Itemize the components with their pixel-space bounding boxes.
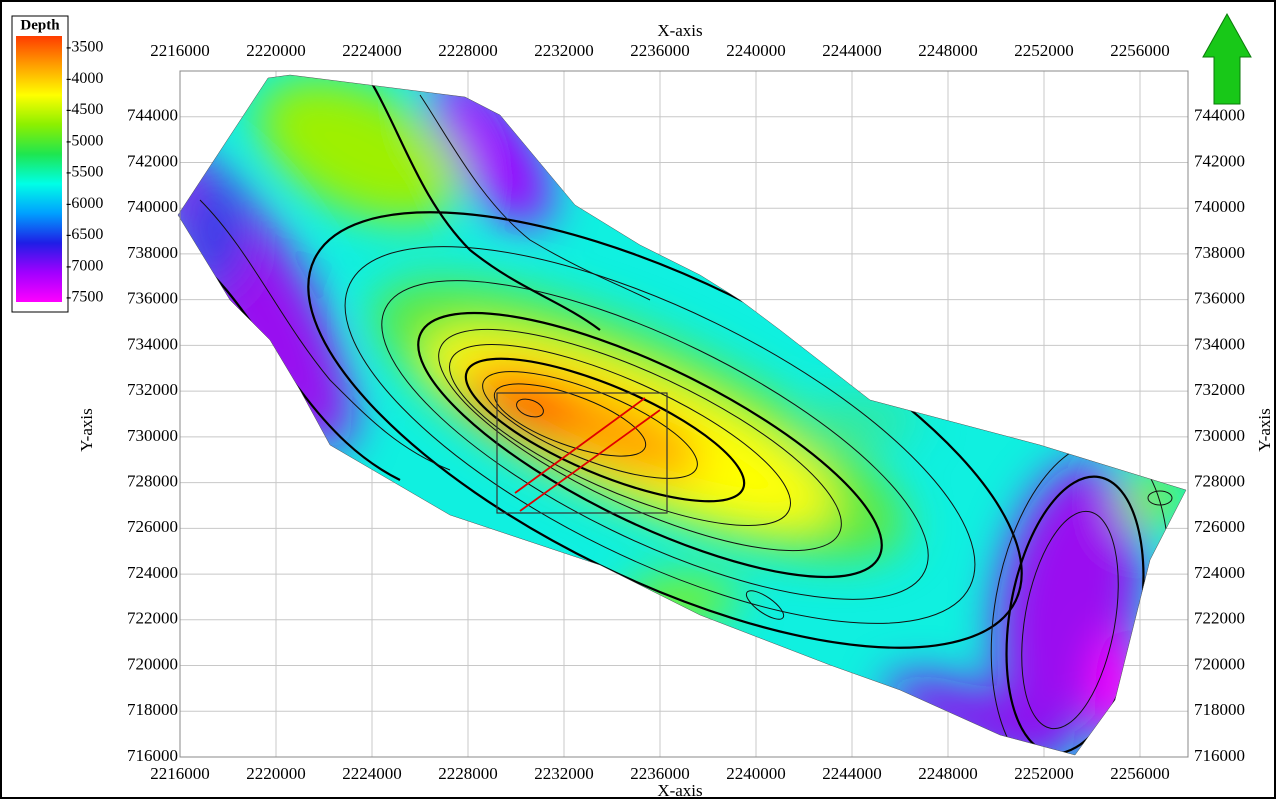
y-tick-label: 738000 bbox=[1194, 243, 1245, 262]
color-scale bbox=[16, 36, 62, 302]
y-tick-label: 716000 bbox=[1194, 746, 1245, 765]
legend-tick-label: -4500 bbox=[66, 101, 103, 118]
x-tick-label: 2232000 bbox=[534, 764, 594, 783]
y-tick-label: 732000 bbox=[1194, 380, 1245, 399]
y-tick-label: 740000 bbox=[1194, 197, 1245, 216]
y-tick-label: 744000 bbox=[127, 106, 178, 125]
legend-tick-label: -7000 bbox=[66, 257, 103, 274]
x-tick-label: 2228000 bbox=[438, 764, 498, 783]
legend-tick-label: -5000 bbox=[66, 132, 103, 149]
x-tick-label: 2236000 bbox=[630, 764, 690, 783]
legend-tick-label: -6500 bbox=[66, 226, 103, 243]
y-tick-label: 720000 bbox=[1194, 654, 1245, 673]
x-tick-label: 2244000 bbox=[822, 764, 882, 783]
y-axis-title: Y-axis bbox=[77, 408, 96, 451]
y-tick-label: 734000 bbox=[1194, 334, 1245, 353]
y-tick-label: 728000 bbox=[127, 472, 178, 491]
legend-title: Depth bbox=[20, 17, 60, 33]
x-tick-label: 2220000 bbox=[246, 764, 306, 783]
x-tick-label: 2220000 bbox=[246, 41, 306, 60]
y-tick-label: 726000 bbox=[1194, 517, 1245, 536]
y-axis-title: Y-axis bbox=[1255, 408, 1274, 451]
legend-tick-label: -6000 bbox=[66, 195, 103, 212]
x-tick-label: 2256000 bbox=[1110, 41, 1170, 60]
y-tick-label: 732000 bbox=[127, 380, 178, 399]
x-tick-label: 2248000 bbox=[918, 41, 978, 60]
x-tick-label: 2256000 bbox=[1110, 764, 1170, 783]
y-tick-label: 736000 bbox=[1194, 289, 1245, 308]
legend-tick-label: -3500 bbox=[66, 39, 103, 56]
y-tick-label: 734000 bbox=[127, 334, 178, 353]
x-tick-label: 2236000 bbox=[630, 41, 690, 60]
x-axis-title: X-axis bbox=[657, 781, 702, 799]
x-tick-label: 2232000 bbox=[534, 41, 594, 60]
y-tick-label: 718000 bbox=[1194, 700, 1245, 719]
y-tick-label: 744000 bbox=[1194, 106, 1245, 125]
y-tick-label: 742000 bbox=[1194, 151, 1245, 170]
x-tick-label: 2244000 bbox=[822, 41, 882, 60]
y-tick-label: 730000 bbox=[1194, 426, 1245, 445]
x-tick-label: 2252000 bbox=[1014, 41, 1074, 60]
y-tick-label: 724000 bbox=[127, 563, 178, 582]
x-tick-label: 2224000 bbox=[342, 764, 402, 783]
y-tick-label: 730000 bbox=[127, 426, 178, 445]
x-tick-label: 2248000 bbox=[918, 764, 978, 783]
x-tick-label: 2224000 bbox=[342, 41, 402, 60]
y-tick-label: 722000 bbox=[1194, 609, 1245, 628]
x-tick-label: 2216000 bbox=[150, 764, 210, 783]
y-tick-label: 718000 bbox=[127, 700, 178, 719]
y-tick-label: 726000 bbox=[127, 517, 178, 536]
map-figure: X-axis X-axis Y-axis Y-axis Depth -3500 -… bbox=[0, 0, 1276, 799]
legend-tick-label: -5500 bbox=[66, 164, 103, 181]
y-tick-label: 728000 bbox=[1194, 472, 1245, 491]
x-tick-label: 2240000 bbox=[726, 764, 786, 783]
x-tick-label: 2228000 bbox=[438, 41, 498, 60]
y-tick-label: 720000 bbox=[127, 654, 178, 673]
y-tick-label: 738000 bbox=[127, 243, 178, 262]
y-tick-label: 742000 bbox=[127, 151, 178, 170]
legend-tick-label: -4000 bbox=[66, 70, 103, 87]
x-tick-label: 2216000 bbox=[150, 41, 210, 60]
x-axis-title: X-axis bbox=[657, 21, 702, 40]
y-tick-label: 740000 bbox=[127, 197, 178, 216]
legend-tick-label: -7500 bbox=[66, 289, 103, 306]
y-tick-label: 736000 bbox=[127, 289, 178, 308]
y-tick-label: 724000 bbox=[1194, 563, 1245, 582]
y-tick-label: 716000 bbox=[127, 746, 178, 765]
y-tick-label: 722000 bbox=[127, 609, 178, 628]
x-tick-label: 2252000 bbox=[1014, 764, 1074, 783]
x-tick-label: 2240000 bbox=[726, 41, 786, 60]
